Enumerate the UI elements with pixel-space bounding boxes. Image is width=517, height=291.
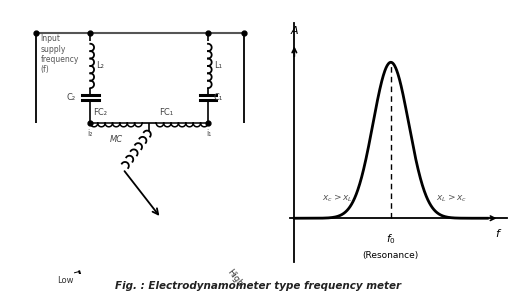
Text: High: High: [225, 267, 244, 288]
Text: C₁: C₁: [214, 93, 223, 102]
Text: Fig. : Electrodynamometer type frequency meter: Fig. : Electrodynamometer type frequency…: [115, 281, 402, 291]
Text: MC: MC: [110, 135, 123, 144]
Text: FC₂: FC₂: [93, 108, 107, 117]
Text: f: f: [495, 229, 499, 239]
Text: L₂: L₂: [96, 61, 104, 70]
Text: i₂: i₂: [87, 129, 93, 138]
Text: Input
supply
frequency
(f): Input supply frequency (f): [40, 34, 79, 74]
Text: $x_c > x_L$: $x_c > x_L$: [323, 192, 353, 204]
Text: $x_L > x_c$: $x_L > x_c$: [436, 192, 467, 204]
Text: L₁: L₁: [214, 61, 222, 70]
Text: i₁: i₁: [206, 129, 211, 138]
Text: $f_0$: $f_0$: [386, 232, 396, 246]
Text: A: A: [291, 26, 298, 36]
Text: (Resonance): (Resonance): [363, 251, 419, 260]
Text: Low: Low: [57, 276, 74, 285]
Text: C₂: C₂: [66, 93, 75, 102]
Text: FC₁: FC₁: [159, 108, 173, 117]
